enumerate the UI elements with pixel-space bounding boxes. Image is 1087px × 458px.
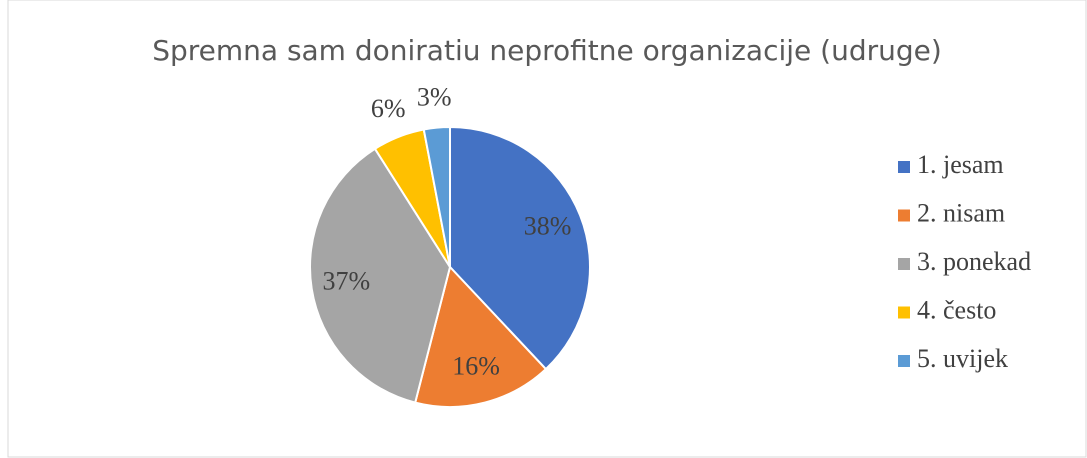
data-label: 16% [452, 352, 500, 381]
legend-label: 2. nisam [917, 198, 1005, 227]
legend-label: 1. jesam [917, 150, 1004, 179]
data-label: 3% [417, 83, 452, 112]
legend-swatch [898, 306, 910, 319]
pie-slice [449, 125, 591, 371]
pie-slice [422, 125, 451, 268]
legend-swatch [898, 258, 910, 270]
legend-label: 4. često [917, 295, 996, 324]
legend-label: 3. ponekad [917, 247, 1031, 276]
legend-swatch [898, 355, 910, 367]
legend-swatch [898, 161, 910, 173]
data-label: 38% [524, 211, 572, 240]
data-label: 37% [322, 266, 370, 295]
pie-slice [413, 264, 548, 408]
chart-title: Spremna sam doniratiu neprofitne organiz… [152, 34, 942, 67]
legend-label: 5. uvijek [917, 344, 1008, 373]
legend-swatch [898, 209, 910, 222]
data-label: 6% [371, 94, 406, 123]
